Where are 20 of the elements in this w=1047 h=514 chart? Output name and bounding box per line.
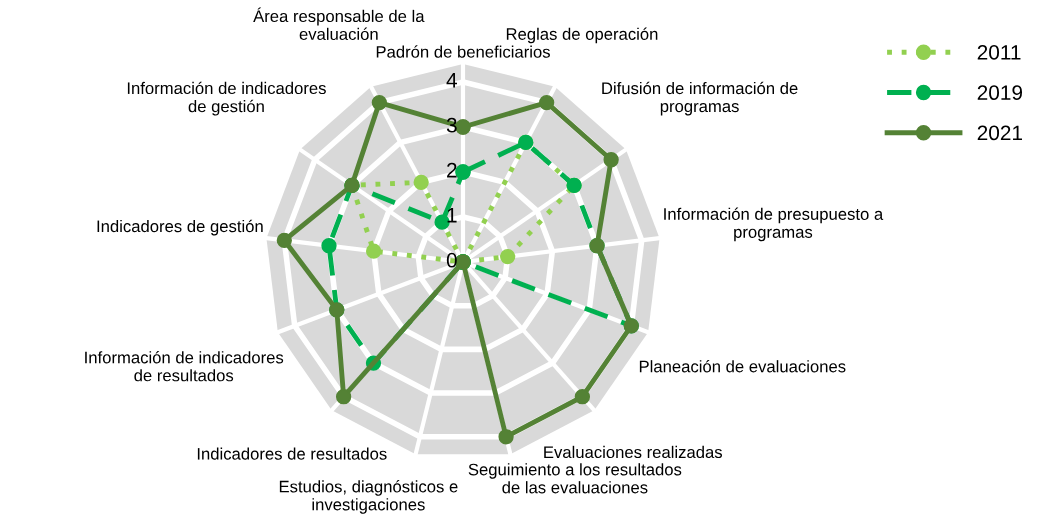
spoke-label: Planeación de evaluaciones (639, 359, 846, 373)
spoke-label: Reglas de operación (506, 27, 658, 44)
legend-label: 2021 (977, 125, 1022, 141)
spoke-label: Estudios, diagnósticos e investigaciones (279, 480, 458, 514)
spoke-label: Información de indicadores de gestión (127, 81, 326, 116)
spoke-label: Seguimiento a los resultados de las evaluaciones (468, 463, 682, 494)
spoke-label: Indicadores de resultados (197, 447, 387, 460)
spoke-label: Información de presupuesto a programas (664, 207, 884, 242)
spoke-label: Difusión de información de programas (602, 81, 798, 116)
spoke-label: Información de indicadores de resultados (85, 350, 284, 382)
y-tick-label: 2 (447, 162, 457, 178)
spoke-label: Evaluaciones realizadas (544, 445, 722, 459)
spoke-label: Padrón de beneficiarios (376, 45, 550, 58)
y-tick-label: 0 (446, 252, 457, 268)
y-tick-label: 1 (447, 208, 457, 223)
spoke-label: Indicadores de gestión (97, 219, 263, 236)
y-tick-label: 4 (446, 73, 457, 88)
legend-label: 2019 (977, 85, 1023, 101)
legend-label: 2011 (977, 45, 1021, 60)
spoke-label: Área responsable de la evaluación (253, 7, 425, 41)
